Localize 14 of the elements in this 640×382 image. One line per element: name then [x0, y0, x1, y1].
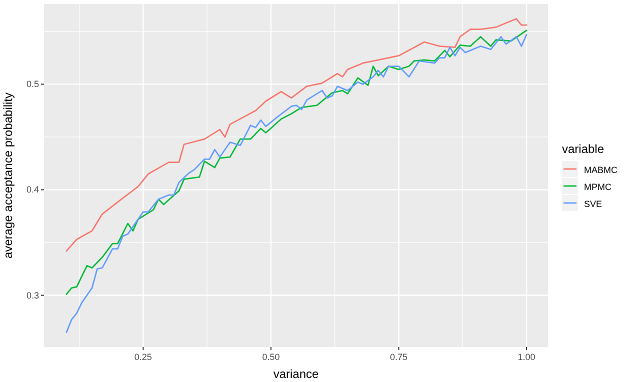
x-tick-label: 0.25 — [134, 352, 152, 362]
y-tick-label: 0.5 — [26, 79, 39, 90]
legend-label: MABMC — [584, 165, 618, 175]
y-tick-label: 0.3 — [26, 290, 39, 300]
y-axis-title: average acceptance probability — [1, 92, 15, 259]
legend-label: SVE — [584, 199, 602, 209]
legend-title: variable — [562, 142, 604, 156]
legend-label: MPMC — [584, 182, 612, 192]
line-series — [66, 18, 528, 252]
x-tick-label: 1.00 — [518, 352, 536, 362]
x-tick-label: 0.50 — [262, 352, 280, 362]
y-tick-label: 0.4 — [26, 184, 39, 195]
x-axis-title: variance — [273, 367, 320, 381]
x-tick-label: 0.75 — [390, 352, 408, 362]
